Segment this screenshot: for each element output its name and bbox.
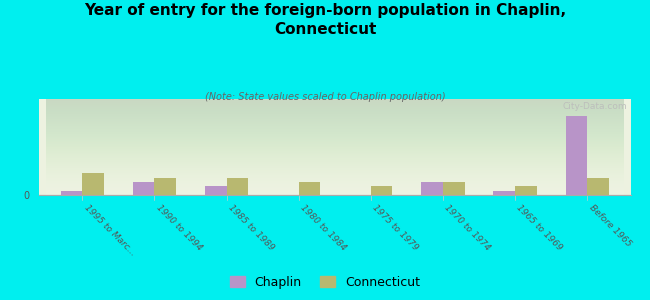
Bar [83, 173, 104, 195]
Bar [587, 178, 609, 195]
Text: City-Data.com: City-Data.com [563, 102, 627, 111]
Bar [205, 186, 227, 195]
Bar [515, 186, 537, 195]
Text: Year of entry for the foreign-born population in Chaplin,
Connecticut: Year of entry for the foreign-born popul… [84, 3, 566, 37]
Text: (Note: State values scaled to Chaplin population): (Note: State values scaled to Chaplin po… [205, 92, 445, 101]
Bar [133, 182, 155, 195]
Bar [566, 116, 587, 195]
Legend: Chaplin, Connecticut: Chaplin, Connecticut [224, 271, 426, 294]
Bar [299, 182, 320, 195]
Bar [370, 186, 393, 195]
Bar [443, 182, 465, 195]
Bar [227, 178, 248, 195]
Bar [493, 190, 515, 195]
Bar [155, 178, 176, 195]
Bar [60, 190, 83, 195]
Bar [421, 182, 443, 195]
